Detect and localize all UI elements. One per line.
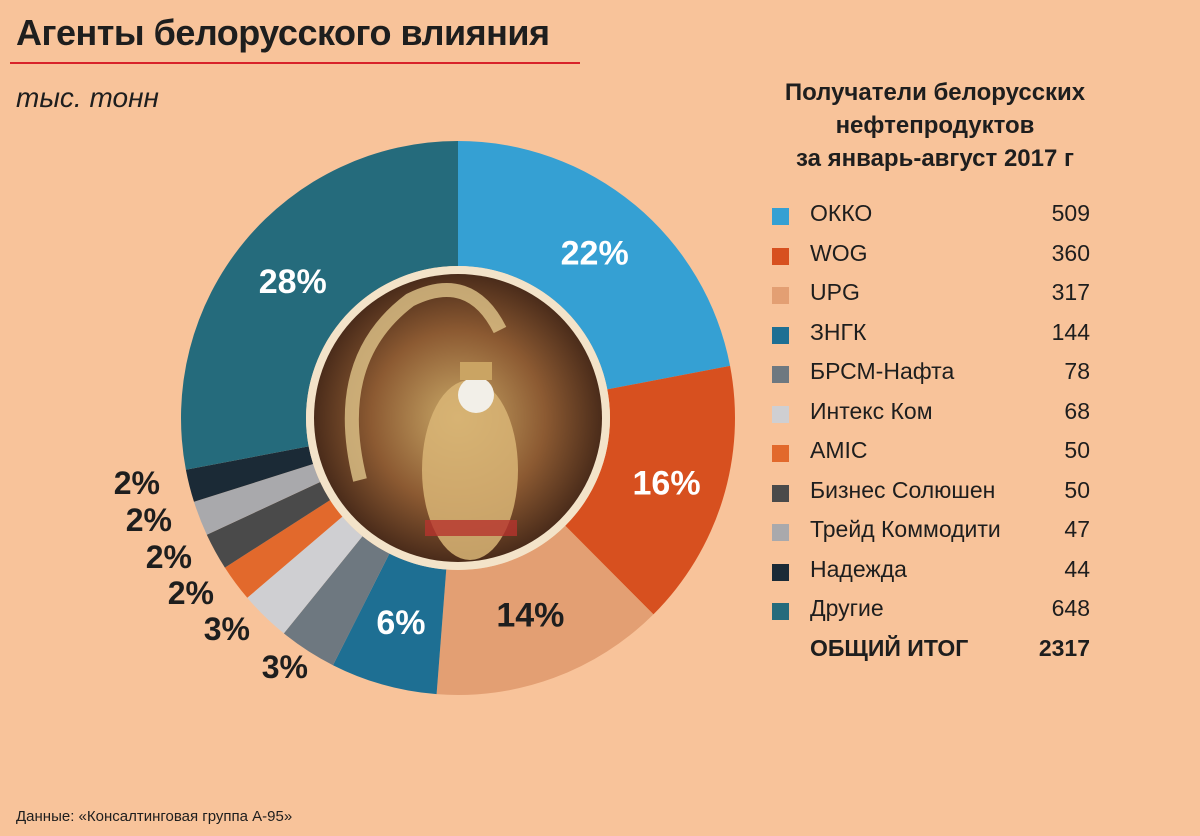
- legend-swatch: [772, 366, 789, 383]
- slice-label-6: 3%: [204, 611, 250, 647]
- legend-name: UPG: [810, 279, 860, 305]
- doll-dress: [422, 380, 518, 560]
- legend-swatch: [772, 524, 789, 541]
- legend-row: UPG 317: [772, 275, 1092, 315]
- legend-swatch: [772, 247, 789, 265]
- legend-total-row: ОБЩИЙ ИТОГ 2317: [772, 631, 1092, 671]
- legend-name: Другие: [810, 595, 884, 621]
- center-photo: [306, 266, 610, 570]
- slice-7: [224, 500, 343, 598]
- source-note: Данные: «Консалтинговая группа А-95»: [16, 808, 293, 825]
- legend-value: 68: [1064, 397, 1090, 424]
- legend-swatch: [772, 208, 789, 225]
- straw-arch: [344, 283, 507, 482]
- doll-dress-band: [425, 520, 517, 536]
- legend-name: Интекс Ком: [810, 397, 933, 424]
- slice-8: [206, 482, 331, 568]
- slice-4: [332, 553, 447, 695]
- page-title: Агенты белорусского влияния: [16, 12, 550, 53]
- legend-name: БРСМ-Нафта: [810, 358, 955, 384]
- legend-row: WOG 360: [772, 236, 1092, 276]
- legend-name: Бизнес Солюшен: [810, 476, 996, 503]
- doll-hat: [460, 362, 492, 380]
- legend-value: 509: [1051, 200, 1090, 226]
- legend-value: 47: [1064, 516, 1090, 542]
- slice-label-3: 14%: [496, 597, 564, 635]
- slice-10: [185, 446, 314, 502]
- legend-value: 144: [1051, 318, 1090, 345]
- legend-row: Надежда 44: [772, 552, 1092, 592]
- legend-value: 50: [1064, 437, 1090, 463]
- slice-label-10: 2%: [114, 465, 160, 501]
- legend-value: 317: [1051, 279, 1090, 305]
- legend-row: Интекс Ком 68: [772, 394, 1092, 434]
- slice-label-11: 28%: [259, 263, 327, 301]
- legend-swatch: [772, 326, 789, 344]
- legend-row: Бизнес Солюшен 50: [772, 473, 1092, 513]
- slice-9: [193, 463, 321, 535]
- legend-row: Трейд Коммодити 47: [772, 512, 1092, 552]
- legend-name: Надежда: [810, 555, 907, 582]
- slice-label-9: 2%: [126, 502, 172, 538]
- legend: ОККО 509 WOG 360 UPG 317 ЗНГК 144 БРСМ-Нафта 78 Ин…: [772, 196, 1092, 670]
- percent-labels: 22%16%14%6%3%3%2%2%2%2%28%: [114, 235, 701, 685]
- legend-title-line: нефтепродуктов: [835, 112, 1035, 139]
- legend-swatch: [772, 445, 789, 462]
- slice-label-5: 3%: [262, 649, 308, 685]
- legend-swatch: [772, 287, 789, 304]
- legend-value: 360: [1051, 239, 1090, 266]
- legend-name: WOG: [810, 239, 868, 266]
- legend-row: ЗНГК 144: [772, 315, 1092, 355]
- title-underline: [10, 62, 580, 64]
- slice-label-7: 2%: [168, 575, 214, 611]
- slice-label-1: 22%: [561, 235, 629, 273]
- legend-row: Другие 648: [772, 591, 1092, 631]
- slice-label-2: 16%: [633, 464, 701, 502]
- legend-total-label: ОБЩИЙ ИТОГ: [810, 634, 969, 661]
- legend-value: 648: [1051, 595, 1090, 621]
- slice-label-8: 2%: [146, 539, 192, 575]
- slice-6: [247, 516, 363, 634]
- slice-5: [283, 536, 390, 666]
- legend-title-line: за январь-август 2017 г: [796, 145, 1074, 172]
- legend-value: 44: [1064, 555, 1090, 582]
- legend-swatch: [772, 484, 789, 502]
- legend-swatch: [772, 405, 789, 423]
- legend-row: БРСМ-Нафта 78: [772, 354, 1092, 394]
- slice-11: [180, 140, 458, 470]
- legend-value: 78: [1064, 358, 1090, 384]
- unit-label: тыс. тонн: [16, 82, 159, 113]
- legend-value: 50: [1064, 476, 1090, 503]
- slice-1: [458, 141, 731, 390]
- legend-name: ЗНГК: [810, 318, 867, 345]
- slice-2: [565, 365, 735, 615]
- legend-name: Трейд Коммодити: [810, 516, 1001, 542]
- legend-row: AMIC 50: [772, 433, 1092, 473]
- legend-total-value: 2317: [1038, 634, 1090, 661]
- donut-slices: [180, 140, 735, 695]
- legend-name: AMIC: [810, 437, 868, 463]
- legend-title: Получатели белорусских нефтепродуктов за…: [760, 76, 1110, 175]
- slice-label-4: 6%: [376, 604, 425, 642]
- legend-name: ОККО: [810, 200, 873, 226]
- legend-swatch: [772, 603, 789, 620]
- legend-row: ОККО 509: [772, 196, 1092, 236]
- legend-swatch: [772, 563, 789, 581]
- legend-title-line: Получатели белорусских: [784, 79, 1086, 106]
- slice-3: [436, 525, 654, 695]
- doll-face: [458, 377, 494, 413]
